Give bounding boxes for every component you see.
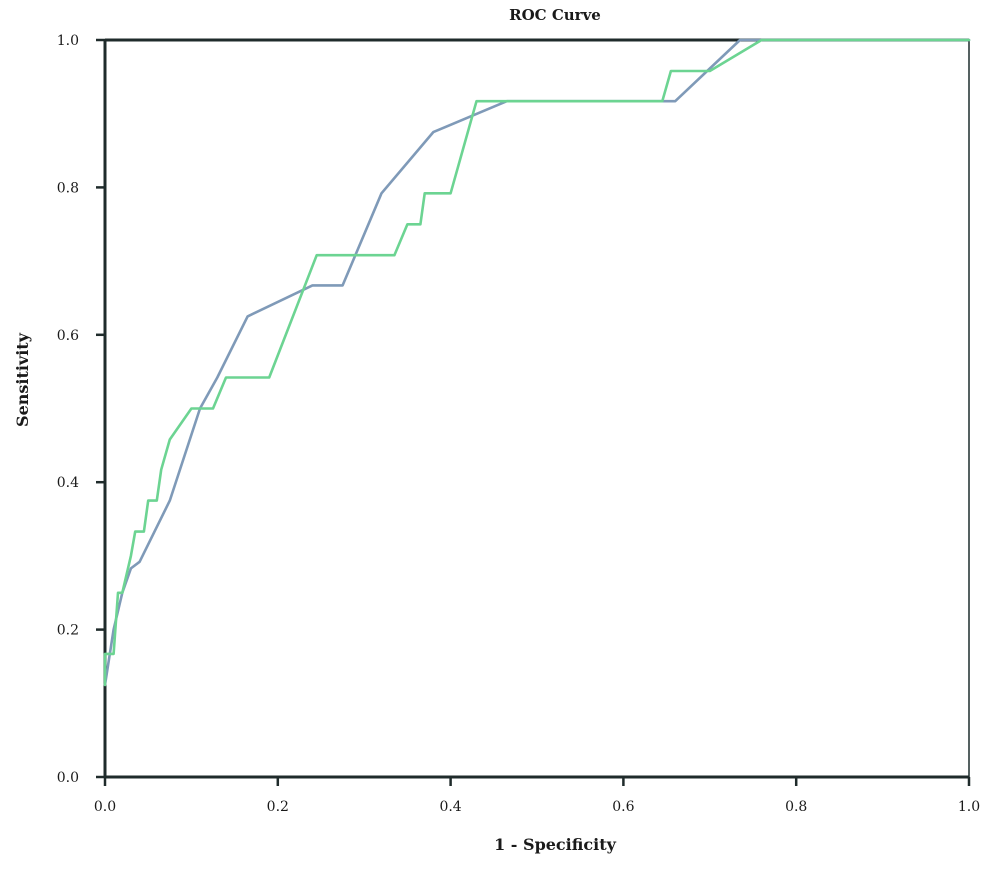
chart-title: ROC Curve bbox=[509, 6, 601, 24]
x-tick-label: 0.8 bbox=[785, 799, 807, 815]
x-tick-label: 0.2 bbox=[267, 799, 289, 815]
series-line-2 bbox=[103, 38, 971, 687]
x-axis-label: 1 - Specificity bbox=[494, 835, 617, 854]
x-tick-label: 0.4 bbox=[439, 799, 461, 815]
plot-frame bbox=[104, 39, 970, 778]
y-tick-label: 0.8 bbox=[57, 180, 79, 196]
x-tick-label: 0.0 bbox=[94, 799, 116, 815]
series-layer bbox=[103, 38, 971, 687]
y-tick-label: 0.6 bbox=[57, 328, 79, 344]
y-tick-label: 1.0 bbox=[57, 33, 79, 49]
y-tick-label: 0.2 bbox=[57, 623, 79, 639]
y-tick-label: 0.0 bbox=[57, 770, 79, 786]
axis-ticks: 0.0 0.2 0.4 0.6 0.8 1.0 0.0 0.2 0.4 0.6 0.8 1.0 bbox=[57, 33, 980, 815]
y-tick-label: 0.4 bbox=[57, 475, 79, 491]
x-tick-label: 1.0 bbox=[958, 799, 980, 815]
x-tick-label: 0.6 bbox=[612, 799, 634, 815]
y-axis-label: Sensitivity bbox=[13, 332, 32, 427]
series-line-1 bbox=[103, 38, 971, 687]
